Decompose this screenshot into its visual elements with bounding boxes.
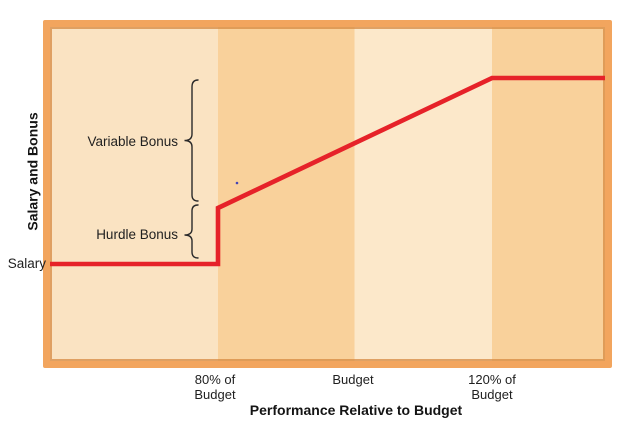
variable-bonus-label: Variable Bonus (87, 134, 178, 149)
x-axis-label: Performance Relative to Budget (249, 402, 463, 418)
x-tick-80-line1: 80% of (194, 372, 236, 387)
x-tick-budget: Budget (293, 372, 413, 388)
x-tick-120-line1: 120% of (468, 372, 516, 387)
x-tick-80-line2: Budget (194, 386, 236, 402)
x-tick-120-line2: Budget (471, 386, 513, 402)
salary-level-label: Salary (7, 256, 46, 271)
x-tick-80-percent: 80% of Budget (155, 372, 275, 402)
plot-area (43, 20, 612, 368)
x-tick-120-percent: 120% of Budget (432, 372, 552, 402)
hurdle-bonus-label: Hurdle Bonus (96, 227, 178, 242)
y-axis-label: Salary and Bonus (24, 112, 41, 231)
x-tick-budget-line1: Budget (332, 372, 374, 387)
